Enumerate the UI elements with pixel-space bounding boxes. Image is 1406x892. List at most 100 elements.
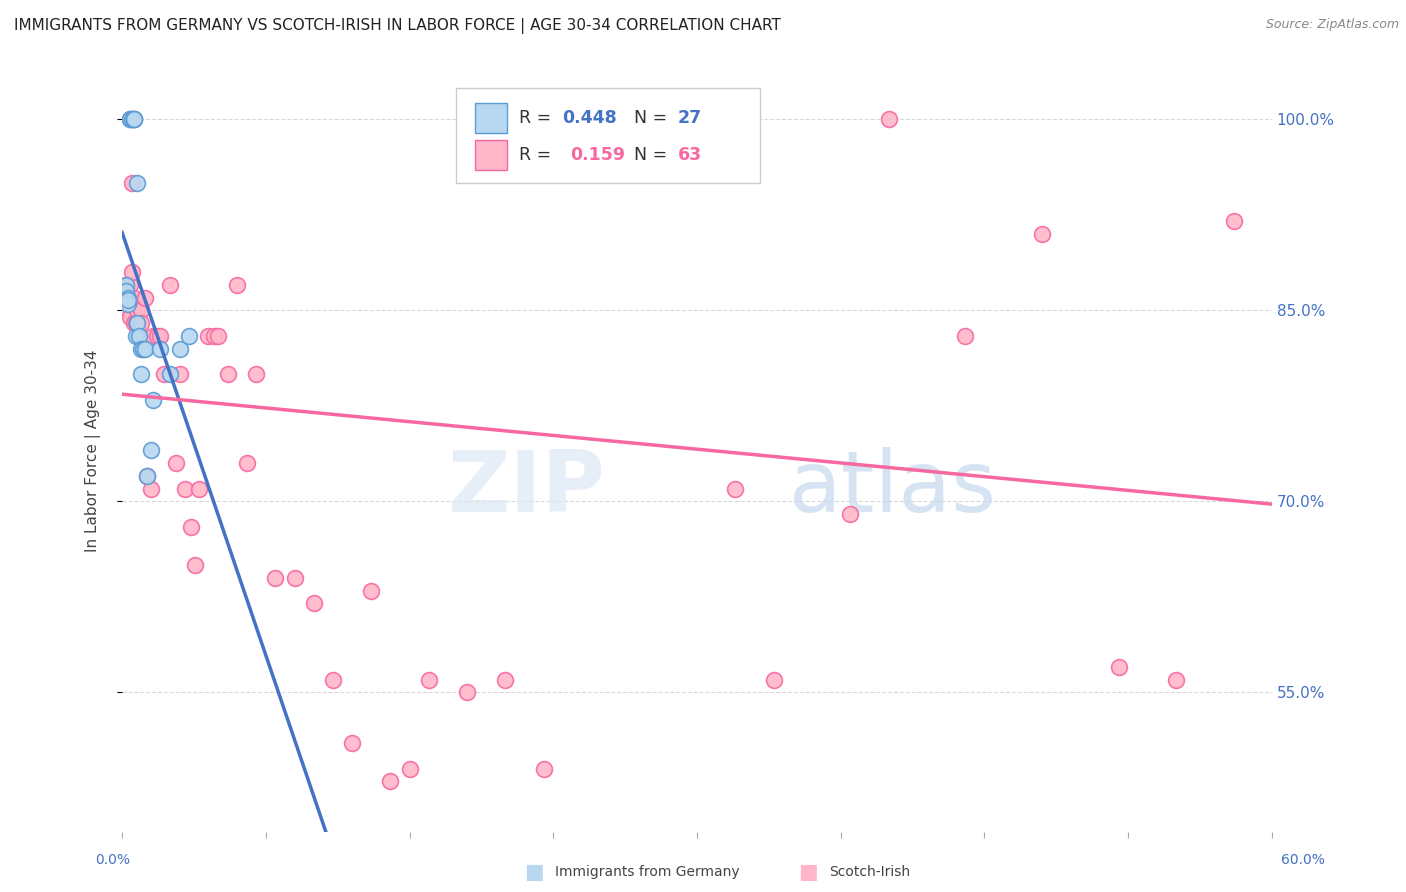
Point bbox=[134, 291, 156, 305]
Point bbox=[117, 291, 139, 305]
Point bbox=[132, 342, 155, 356]
Point bbox=[128, 329, 150, 343]
Point bbox=[360, 583, 382, 598]
Text: ■: ■ bbox=[799, 863, 818, 882]
Point bbox=[380, 774, 402, 789]
Point bbox=[127, 176, 149, 190]
Point bbox=[122, 112, 145, 127]
Text: IMMIGRANTS FROM GERMANY VS SCOTCH-IRISH IN LABOR FORCE | AGE 30-34 CORRELATION C: IMMIGRANTS FROM GERMANY VS SCOTCH-IRISH … bbox=[14, 18, 780, 34]
Point bbox=[1031, 227, 1053, 241]
Point bbox=[122, 316, 145, 330]
Point bbox=[121, 265, 143, 279]
Point bbox=[165, 456, 187, 470]
Point bbox=[139, 443, 162, 458]
Point bbox=[533, 762, 555, 776]
Point bbox=[762, 673, 785, 687]
Point bbox=[571, 112, 593, 127]
Text: R =: R = bbox=[519, 145, 562, 164]
Point bbox=[955, 329, 977, 343]
Point bbox=[118, 112, 141, 127]
Point bbox=[153, 367, 176, 381]
Point bbox=[197, 329, 219, 343]
Text: 0.448: 0.448 bbox=[562, 109, 617, 128]
Point bbox=[117, 297, 139, 311]
Point bbox=[322, 673, 344, 687]
Point bbox=[122, 112, 145, 127]
Point bbox=[118, 277, 141, 292]
Text: Scotch-Irish: Scotch-Irish bbox=[830, 865, 911, 880]
Point bbox=[217, 367, 239, 381]
Point bbox=[136, 469, 159, 483]
Text: Source: ZipAtlas.com: Source: ZipAtlas.com bbox=[1265, 18, 1399, 31]
Point bbox=[115, 285, 138, 299]
Point bbox=[1164, 673, 1187, 687]
Point bbox=[169, 367, 191, 381]
Point bbox=[149, 329, 172, 343]
Point bbox=[127, 316, 149, 330]
Point bbox=[115, 277, 138, 292]
Point bbox=[302, 596, 325, 610]
Text: Immigrants from Germany: Immigrants from Germany bbox=[555, 865, 740, 880]
Point bbox=[139, 482, 162, 496]
Point bbox=[117, 297, 139, 311]
Text: atlas: atlas bbox=[789, 447, 997, 530]
Text: N =: N = bbox=[634, 109, 672, 128]
Point bbox=[187, 482, 209, 496]
Point bbox=[111, 285, 134, 299]
Point bbox=[418, 673, 440, 687]
Bar bbox=[475, 139, 508, 170]
Point bbox=[245, 367, 267, 381]
Point bbox=[127, 316, 149, 330]
Point bbox=[129, 316, 152, 330]
Text: ZIP: ZIP bbox=[447, 447, 605, 530]
Point bbox=[129, 342, 152, 356]
Point bbox=[226, 277, 249, 292]
Text: 0.159: 0.159 bbox=[571, 145, 626, 164]
Point bbox=[207, 329, 229, 343]
Point bbox=[134, 342, 156, 356]
Point bbox=[686, 112, 709, 127]
Point bbox=[117, 293, 139, 308]
Point bbox=[456, 685, 478, 699]
Point bbox=[115, 277, 138, 292]
Y-axis label: In Labor Force | Age 30-34: In Labor Force | Age 30-34 bbox=[86, 349, 101, 552]
Text: 0.0%: 0.0% bbox=[96, 853, 131, 867]
Point bbox=[174, 482, 197, 496]
Point bbox=[264, 571, 287, 585]
Text: 27: 27 bbox=[678, 109, 702, 128]
Point bbox=[111, 297, 134, 311]
Point bbox=[1222, 214, 1244, 228]
Point bbox=[184, 558, 207, 572]
Point bbox=[124, 329, 146, 343]
Point bbox=[121, 112, 143, 127]
Point bbox=[284, 571, 307, 585]
Point bbox=[398, 762, 420, 776]
Point bbox=[127, 303, 149, 318]
Point bbox=[122, 291, 145, 305]
Point bbox=[121, 176, 143, 190]
Text: R =: R = bbox=[519, 109, 557, 128]
Point bbox=[149, 342, 172, 356]
Point bbox=[112, 285, 135, 299]
Point bbox=[124, 316, 146, 330]
FancyBboxPatch shape bbox=[456, 87, 761, 183]
Bar bbox=[475, 103, 508, 134]
Point bbox=[122, 112, 145, 127]
Point bbox=[609, 112, 631, 127]
Point bbox=[145, 329, 167, 343]
Point bbox=[136, 469, 159, 483]
Text: 63: 63 bbox=[678, 145, 702, 164]
Point bbox=[724, 482, 747, 496]
Point bbox=[340, 736, 363, 750]
Point bbox=[129, 303, 152, 318]
Point bbox=[202, 329, 225, 343]
Point bbox=[179, 329, 201, 343]
Point bbox=[129, 367, 152, 381]
Point bbox=[159, 367, 181, 381]
Point bbox=[128, 329, 150, 343]
Point bbox=[180, 520, 202, 534]
Point bbox=[118, 310, 141, 324]
Text: N =: N = bbox=[634, 145, 672, 164]
Point bbox=[839, 507, 862, 521]
Text: 60.0%: 60.0% bbox=[1281, 853, 1324, 867]
